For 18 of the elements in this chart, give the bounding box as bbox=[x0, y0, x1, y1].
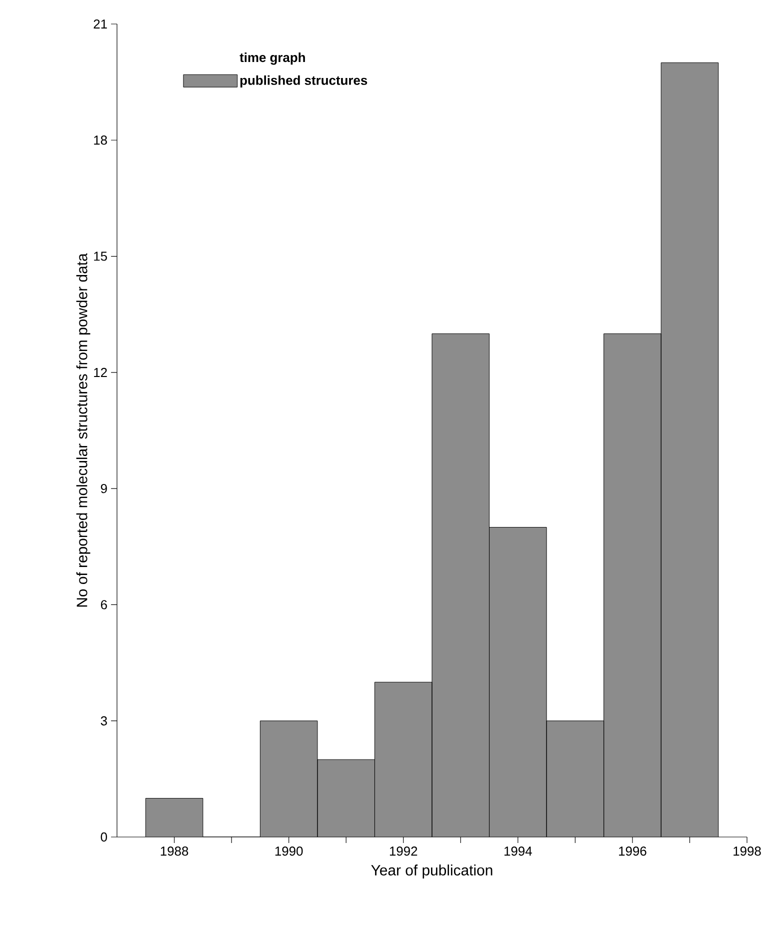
y-tick-label: 12 bbox=[94, 368, 107, 377]
y-tick-label: 18 bbox=[94, 136, 107, 145]
x-tick-label: 1998 bbox=[734, 846, 761, 856]
y-tick-label: 9 bbox=[100, 484, 107, 494]
x-tick-label: 1996 bbox=[619, 846, 646, 856]
y-tick-label: 21 bbox=[94, 19, 107, 29]
x-tick-label: 1988 bbox=[160, 846, 188, 856]
legend-label: published structures bbox=[240, 75, 368, 88]
legend-title: time graph bbox=[240, 52, 305, 65]
y-tick-label: 0 bbox=[100, 832, 108, 842]
x-tick-label: 1992 bbox=[390, 846, 418, 856]
y-tick-label: 3 bbox=[100, 716, 107, 726]
x-axis-title: Year of publication bbox=[371, 864, 492, 878]
x-tick-label: 1994 bbox=[504, 846, 532, 856]
y-axis-title: No of reported molecular structures from powder data bbox=[76, 253, 90, 607]
x-tick-label: 1990 bbox=[275, 846, 303, 856]
y-tick-label: 15 bbox=[94, 252, 107, 261]
y-tick-label: 6 bbox=[100, 600, 107, 610]
